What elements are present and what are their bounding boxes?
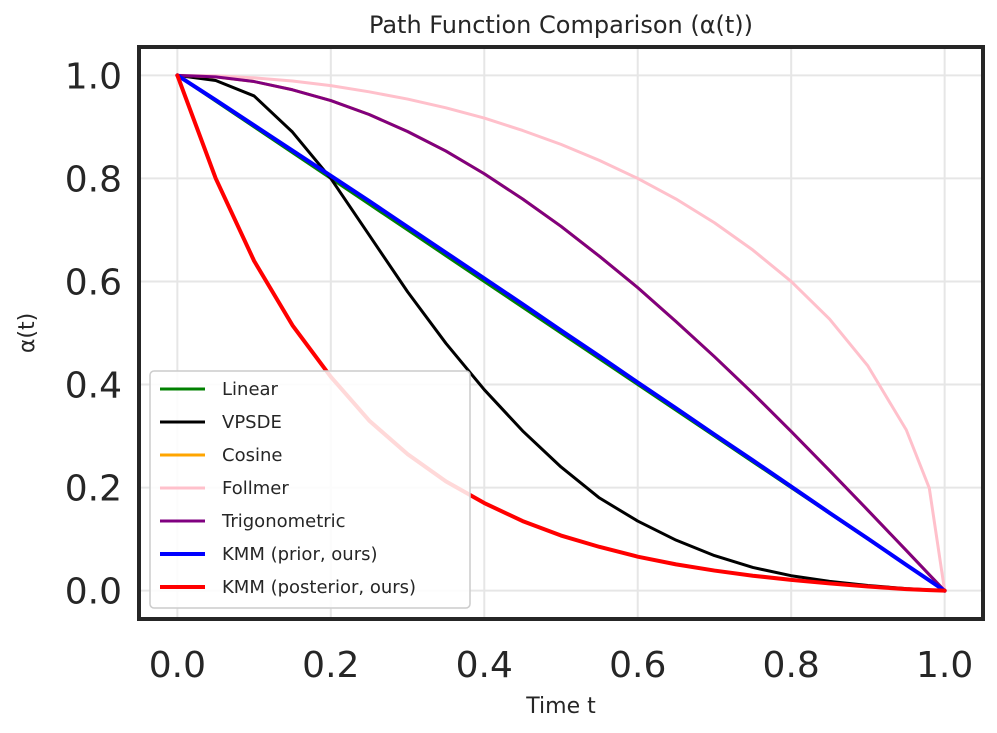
axis-ticks: 0.0 0.2 0.4 0.6 0.8 1.0 0.0 0.2 0.4 0.6 0.8 1.0 [65, 56, 974, 686]
series-line-trigonometric [175, 73, 947, 593]
y-tick-label: 0.4 [65, 366, 122, 407]
y-tick-label: 0.2 [65, 469, 122, 510]
legend-label-trigonometric: Trigonometric [221, 511, 346, 532]
legend-label-cosine: Cosine [222, 445, 282, 466]
legend-box [149, 370, 471, 609]
legend: Linear VPSDE Cosine Follmer Trigonometric KMM… [149, 370, 471, 609]
legend-label-kmm-posterior-ours: KMM (posterior, ours) [222, 577, 416, 598]
x-tick-label: 0.8 [763, 645, 820, 686]
x-tick-label: 0.4 [456, 645, 513, 686]
y-axis-label: α(t) [15, 313, 40, 353]
series-line-follmer [175, 73, 947, 593]
legend-label-vpsde: VPSDE [222, 412, 282, 433]
legend-label-linear: Linear [222, 379, 279, 400]
series-line-kmm-posterior-ours [175, 73, 947, 593]
x-tick-label: 1.0 [916, 645, 973, 686]
legend-label-follmer: Follmer [222, 478, 289, 499]
x-axis-label: Time t [525, 694, 596, 719]
y-tick-label: 0.8 [65, 159, 122, 200]
plot-lines [175, 73, 947, 593]
y-tick-label: 0.0 [65, 572, 122, 613]
legend-label-kmm-prior-ours: KMM (prior, ours) [222, 544, 378, 565]
series-line-kmm-prior-ours [175, 73, 947, 593]
x-tick-label: 0.6 [609, 645, 666, 686]
chart-title: Path Function Comparison (α(t)) [369, 11, 753, 39]
x-tick-label: 0.0 [149, 645, 206, 686]
x-tick-label: 0.2 [302, 645, 359, 686]
plot-frame [137, 45, 985, 621]
y-tick-label: 1.0 [65, 56, 122, 97]
y-tick-label: 0.6 [65, 262, 122, 303]
